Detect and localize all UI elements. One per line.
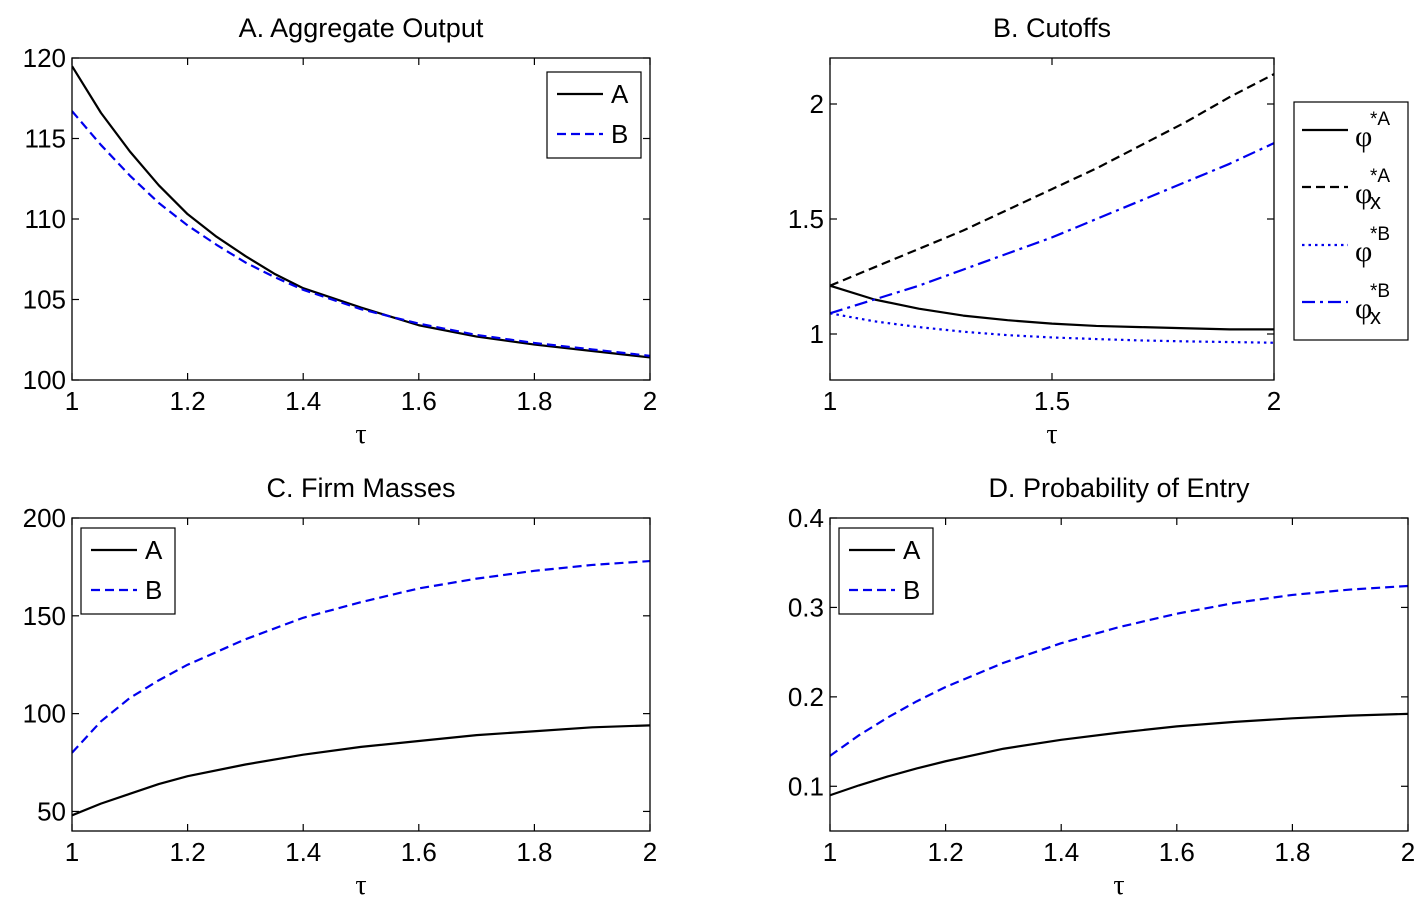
x-tick-label: 1.8 (1274, 837, 1310, 867)
series-line-0 (72, 724, 650, 817)
legend-phi-symbol: φ (1355, 235, 1372, 268)
legend-phi-symbol: φ (1355, 177, 1372, 210)
x-tick-label: 2 (1267, 386, 1281, 416)
legend-superscript: *B (1370, 281, 1390, 302)
legend-phi-symbol: φ (1355, 292, 1372, 325)
x-tick-label: 1.6 (401, 837, 437, 867)
legend-label: A (903, 535, 921, 565)
x-axis-label: τ (1046, 419, 1057, 450)
panel-title: A. Aggregate Output (239, 13, 484, 43)
series-line-1 (830, 73, 1274, 287)
x-tick-label: 1.8 (516, 837, 552, 867)
legend-subscript: x (1370, 304, 1381, 329)
legend: AB (80, 527, 176, 615)
x-tick-label: 1.4 (285, 837, 321, 867)
legend-label: B (903, 575, 920, 605)
series-line-2 (830, 312, 1274, 344)
x-tick-label: 1 (823, 386, 837, 416)
x-tick-label: 1 (65, 386, 79, 416)
y-tick-label: 100 (23, 365, 66, 395)
series-line-3 (830, 142, 1274, 315)
series-line-1 (830, 584, 1408, 757)
legend-subscript: x (1370, 189, 1381, 214)
series-line-0 (830, 712, 1408, 797)
y-tick-label: 115 (25, 124, 66, 154)
series-line-1 (72, 110, 650, 357)
x-tick-label: 1.2 (170, 837, 206, 867)
legend-superscript: *A (1370, 109, 1390, 130)
x-tick-label: 1.6 (401, 386, 437, 416)
x-tick-label: 1.8 (516, 386, 552, 416)
y-tick-label: 2 (810, 89, 824, 119)
y-tick-label: 150 (23, 601, 66, 631)
x-tick-label: 1.2 (928, 837, 964, 867)
legend-label: B (145, 575, 162, 605)
x-tick-label: 2 (643, 837, 657, 867)
y-tick-label: 120 (23, 43, 66, 73)
legend: AB (838, 527, 934, 615)
x-tick-label: 1.6 (1159, 837, 1195, 867)
panel-title: B. Cutoffs (993, 13, 1111, 43)
series-line-0 (830, 284, 1274, 331)
legend-superscript: *B (1370, 224, 1390, 245)
x-axis-label: τ (1113, 870, 1124, 899)
series-line-1 (72, 559, 650, 754)
legend-label: A (145, 535, 163, 565)
x-tick-label: 1.4 (1043, 837, 1079, 867)
y-tick-label: 0.2 (788, 682, 824, 712)
panel-title: C. Firm Masses (267, 473, 456, 503)
x-axis-label: τ (355, 419, 366, 450)
axes-frame (71, 517, 651, 832)
x-tick-label: 1 (65, 837, 79, 867)
legend-phi-symbol: φ (1355, 120, 1372, 153)
panel-c: 1 1.2 1.4 1.6 1.8 2 50 100 150 200 C. Firm Masses τ… (23, 473, 658, 899)
panel-d: 1 1.2 1.4 1.6 1.8 2 0.1 0.2 0.3 0.4 D. Probability… (788, 473, 1415, 899)
legend: AB (546, 71, 642, 159)
y-tick-label: 1 (810, 319, 824, 349)
x-tick-label: 1.5 (1034, 386, 1070, 416)
legend-box (80, 527, 176, 615)
axes-frame (829, 517, 1409, 832)
legend: φ*Aφ*Axφ*Bφ*Bx (1293, 101, 1409, 341)
legend-superscript: *A (1370, 166, 1390, 187)
y-tick-label: 100 (23, 699, 66, 729)
x-axis-label: τ (355, 870, 366, 899)
series-line-0 (72, 65, 650, 359)
y-tick-label: 105 (23, 285, 66, 315)
y-tick-label: 1.5 (788, 204, 824, 234)
panel-title: D. Probability of Entry (988, 473, 1250, 503)
plot-area (830, 58, 1274, 380)
y-tick-label: 200 (23, 503, 66, 533)
x-tick-label: 2 (1401, 837, 1415, 867)
legend-box (838, 527, 934, 615)
y-tick-label: 50 (37, 796, 66, 826)
legend-label: A (611, 79, 629, 109)
y-tick-label: 0.3 (788, 592, 824, 622)
legend-label: B (611, 119, 628, 149)
panel-a: 1 1.2 1.4 1.6 1.8 2 100 105 110 115 120 A. Aggregat… (23, 13, 658, 450)
x-tick-label: 2 (643, 386, 657, 416)
y-tick-label: 0.1 (788, 771, 824, 801)
y-tick-label: 110 (25, 204, 66, 234)
x-tick-label: 1.2 (170, 386, 206, 416)
y-tick-label: 0.4 (788, 503, 824, 533)
x-tick-label: 1.4 (285, 386, 321, 416)
x-tick-label: 1 (823, 837, 837, 867)
legend-box (546, 71, 642, 159)
legend-box (1293, 101, 1409, 341)
